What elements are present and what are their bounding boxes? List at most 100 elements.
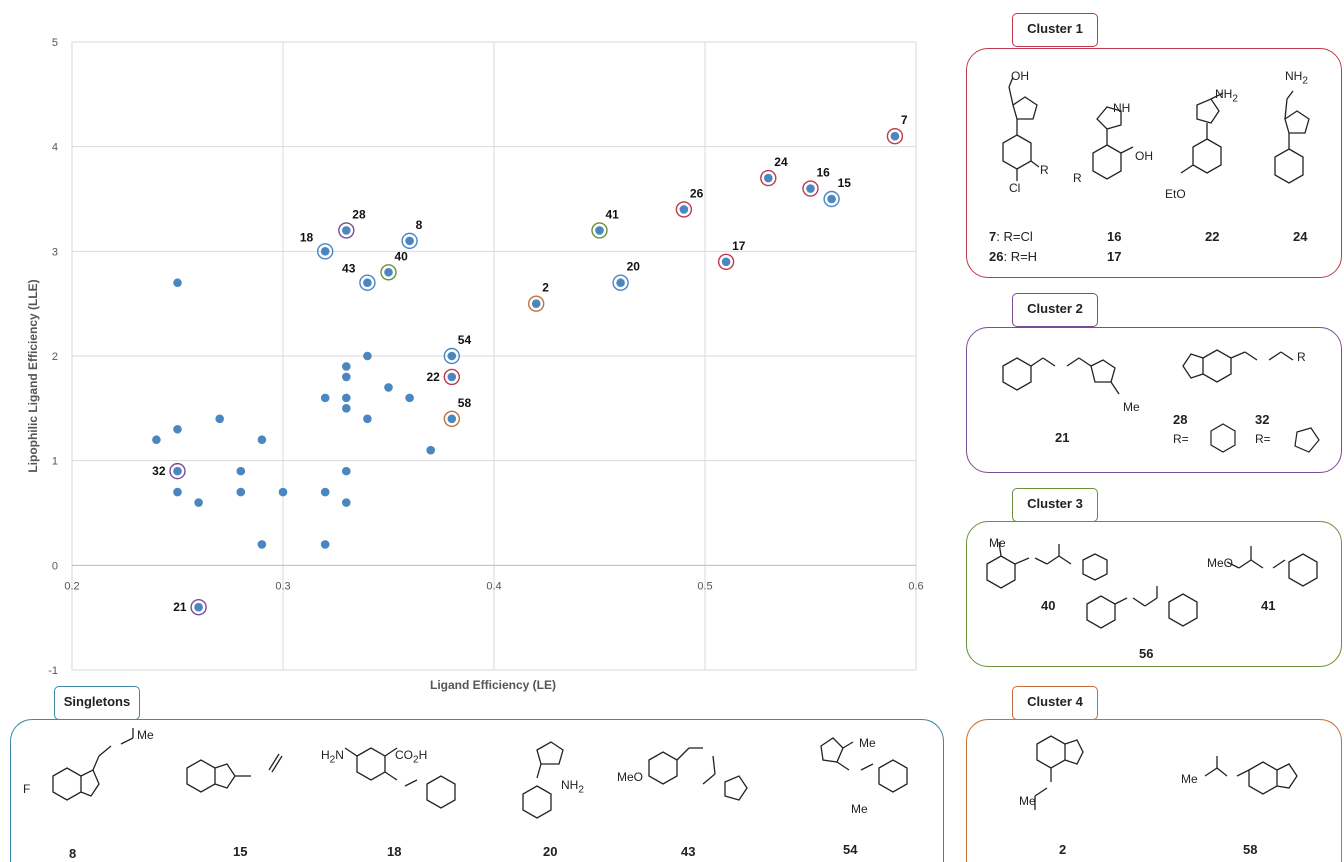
data-point: [363, 351, 372, 361]
point-ring: [190, 599, 207, 616]
data-point: [194, 602, 203, 612]
c1-nh-label: NH: [1113, 101, 1131, 115]
c2-r-label: R: [1297, 350, 1306, 364]
caption-41: 41: [1261, 598, 1276, 613]
point-label: 16: [817, 166, 831, 180]
s54-me-label: Me: [859, 736, 876, 750]
chart-grid: [71, 41, 917, 671]
c2-me-label: Me: [1123, 400, 1140, 414]
data-point: [447, 414, 457, 424]
x-axis-title: Ligand Efficiency (LE): [430, 678, 556, 692]
data-point: [320, 393, 330, 403]
caption-20: 20: [543, 844, 558, 859]
structure-20: [522, 741, 564, 819]
structure-40: [986, 541, 1108, 589]
c1-r-label: R: [1040, 163, 1049, 177]
point-label: 7: [901, 113, 908, 127]
data-point: [173, 278, 182, 288]
c4-me1-label: Me: [1019, 794, 1036, 808]
data-point: [320, 540, 330, 549]
data-point: [806, 184, 815, 193]
point-ring: [760, 169, 777, 187]
structure-41: [1226, 546, 1318, 587]
point-ring: [169, 462, 186, 480]
x-tick-label: 0.3: [275, 580, 290, 592]
caption-21: 21: [1055, 430, 1070, 445]
x-tick-label: 0.5: [697, 580, 712, 592]
y-tick-label: -1: [48, 665, 58, 677]
structure-2: [1034, 735, 1084, 810]
structure-22: [1180, 92, 1224, 174]
cluster-2-title: Cluster 2: [1012, 293, 1098, 327]
structure-8: [52, 728, 134, 801]
data-point: [363, 278, 372, 288]
caption-26: 26: R=H: [989, 249, 1038, 264]
caption-58: 58: [1243, 842, 1258, 857]
data-point: [320, 487, 330, 497]
caption-54: 54: [843, 842, 858, 857]
point-label: 2: [542, 281, 549, 295]
y-tick-label: 1: [52, 456, 58, 468]
structure-18: [344, 747, 456, 809]
cluster-2-panel: Me R 21 28 R= 32 R=: [966, 327, 1342, 473]
singletons-panel: F Me H2N CO2H NH2 MeO Me Me 8: [10, 719, 944, 862]
caption-7: 7: R=Cl: [989, 229, 1033, 244]
s54-me2-label: Me: [851, 802, 868, 816]
data-point: [764, 173, 773, 183]
s20-nh2-label: NH2: [561, 778, 584, 796]
data-point: [595, 226, 604, 235]
c4-me2-label: Me: [1181, 772, 1198, 786]
c1-eto-label: EtO: [1165, 187, 1186, 201]
y-tick-label: 2: [52, 351, 58, 363]
data-point: [342, 362, 351, 371]
y-tick-label: 0: [52, 560, 58, 572]
data-point: [363, 414, 372, 424]
s43-meo-label: MeO: [617, 770, 644, 784]
x-tick-label: 0.2: [64, 580, 79, 592]
data-point: [152, 435, 161, 445]
caption-40: 40: [1041, 598, 1056, 613]
data-point: [531, 299, 541, 308]
caption-28: 28: [1173, 412, 1188, 427]
point-ring: [338, 222, 355, 239]
data-point: [173, 466, 182, 476]
c1-nh2-label: NH2: [1215, 87, 1238, 105]
c3-meo-label: MeO: [1207, 556, 1234, 570]
data-point: [405, 236, 414, 246]
point-label: 40: [395, 249, 409, 263]
point-label: 41: [606, 207, 620, 221]
data-point: [215, 414, 224, 424]
s18-co2h-label: CO2H: [395, 748, 428, 766]
point-ring: [675, 201, 693, 218]
caption-43: 43: [681, 844, 696, 859]
point-label: 21: [173, 600, 187, 614]
point-label: 28: [352, 207, 366, 221]
data-point: [236, 466, 246, 476]
thf-icon: [1294, 427, 1320, 453]
structure-21: [1002, 357, 1120, 395]
data-point: [890, 131, 900, 141]
point-label: 15: [838, 176, 852, 190]
data-point: [342, 226, 351, 235]
point-ring: [401, 232, 418, 250]
data-point: [257, 435, 267, 445]
point-ring: [380, 264, 397, 281]
data-point: [721, 257, 731, 267]
scatter-chart: -1 0 1 2 3 4 5 0.2 0.3 0.4 0.5 0.6 7 24 16 15 26 17 41 20 2…: [26, 37, 924, 692]
data-point: [342, 404, 351, 413]
data-point: [426, 445, 436, 455]
cluster-1-title: Cluster 1: [1012, 13, 1098, 47]
data-point: [342, 498, 351, 507]
cluster-1-panel: OH R Cl NH OH R NH2 EtO NH2 7: R=Cl 26: …: [966, 48, 1342, 278]
data-point: [173, 424, 182, 434]
data-point: [173, 487, 182, 497]
y-tick-label: 4: [52, 142, 58, 154]
data-point: [320, 247, 330, 256]
point-label: 8: [416, 218, 423, 232]
s18-h2n-label: H2N: [321, 748, 344, 766]
data-point: [447, 351, 457, 361]
data-point: [616, 278, 625, 288]
data-point: [278, 487, 288, 497]
axis-ticks: -1 0 1 2 3 4 5 0.2 0.3 0.4 0.5 0.6: [48, 37, 923, 677]
structure-28-32: [1182, 349, 1294, 383]
